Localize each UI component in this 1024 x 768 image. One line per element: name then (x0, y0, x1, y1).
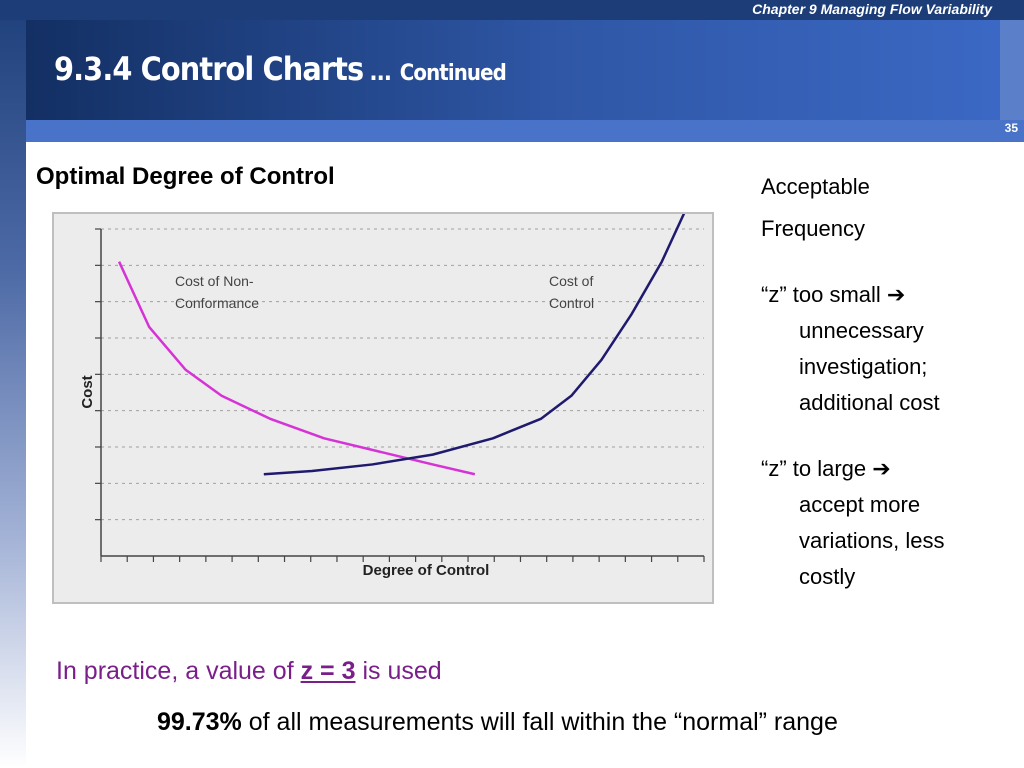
chart-axes (95, 228, 705, 562)
arrow-right-icon: ➔ (886, 282, 906, 307)
percent-text: of all measurements will fall within the… (241, 708, 838, 736)
annotation-control-line1: Cost of (549, 273, 593, 289)
slide-title: 9.3.4 Control Charts … Continued (54, 50, 507, 88)
note-sub-line: investigation; (799, 354, 928, 379)
percent-value: 99.73% (157, 708, 242, 736)
series-layer (117, 214, 686, 476)
page-number: 35 (1004, 121, 1018, 135)
note-sub-line: unnecessary (799, 318, 924, 343)
note-acceptable: Acceptable (761, 174, 870, 199)
x-axis-label: Degree of Control (363, 562, 490, 579)
note-z-too-large-text: “z” to large (761, 456, 873, 481)
series-line (117, 261, 476, 476)
note-sub-line: accept more (799, 492, 921, 517)
annotation-non-conformance-line2: Conformance (175, 295, 259, 311)
practice-statement: In practice, a value of z = 3 is used (56, 657, 442, 686)
series-line (263, 214, 686, 476)
note-z-too-small: “z” too small ➔ unnecessary investigatio… (761, 277, 1001, 421)
header-right-edge (1000, 20, 1024, 120)
note-z-too-small-text: “z” too small (761, 282, 887, 307)
y-axis-label: Cost (79, 375, 96, 408)
note-z-too-large: “z” to large ➔ accept more variations, l… (761, 451, 1001, 595)
title-band: 9.3.4 Control Charts … Continued (26, 20, 1000, 120)
chart-heading: Optimal Degree of Control (36, 163, 335, 190)
left-decor-band (0, 0, 26, 768)
header-top-bar: Chapter 9 Managing Flow Variability (0, 0, 1024, 20)
slide-title-dots: … (363, 58, 392, 86)
practice-suffix: is used (355, 657, 442, 685)
chapter-label: Chapter 9 Managing Flow Variability (752, 1, 992, 17)
z-value: z = 3 (300, 657, 356, 685)
arrow-right-icon: ➔ (872, 456, 891, 481)
chart-frame: Cost of Non- Conformance Cost of Control… (52, 212, 714, 604)
annotation-non-conformance-line1: Cost of Non- (175, 273, 254, 289)
note-sub-line: additional cost (799, 390, 940, 415)
slide-title-main: 9.3.4 Control Charts (54, 50, 364, 88)
notes-panel: Acceptable Frequency “z” too small ➔ unn… (761, 168, 1001, 595)
header-rule-band (26, 120, 1024, 142)
slide-title-continued: Continued (399, 61, 507, 86)
annotation-control-line2: Control (549, 295, 594, 311)
note-sub-line: costly (799, 564, 856, 589)
grid-lines (101, 228, 704, 521)
note-sub-line: variations, less (799, 528, 945, 553)
note-z-too-large-head: “z” to large ➔ (761, 451, 1001, 487)
cost-chart: Cost of Non- Conformance Cost of Control… (79, 214, 705, 579)
practice-prefix: In practice, a value of (56, 657, 301, 685)
note-frequency: Frequency (761, 216, 865, 241)
percent-statement: 99.73% of all measurements will fall wit… (157, 708, 838, 737)
note-z-too-small-head: “z” too small ➔ (761, 277, 1001, 313)
